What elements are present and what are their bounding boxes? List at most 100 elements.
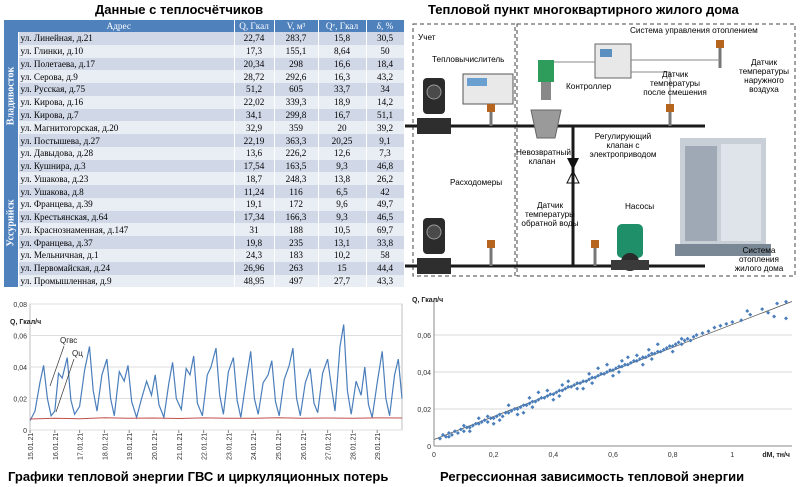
scatter-point: [712, 325, 717, 330]
scatter-point: [640, 362, 645, 367]
x-tick-label: 0,4: [548, 452, 558, 459]
scatter-point: [440, 432, 445, 437]
scatter-point: [497, 412, 502, 417]
scatter-point: [554, 390, 559, 395]
city-cell: Уссурийск: [4, 159, 19, 288]
scatter-point: [596, 366, 601, 371]
table-row: ул. Первомайская, д.24 26,96 263 15 44,4: [4, 261, 405, 275]
regression-scatter-chart: 0 0,02 0,04 0,06 0 0,2 0,4 0,6 0,8 1 Q, Гкал/ч dM, …: [412, 297, 793, 459]
value-cell: 69,7: [366, 223, 405, 237]
scatter-point: [670, 349, 675, 354]
value-cell: 34,1: [234, 108, 275, 122]
value-cell: 9,6: [318, 197, 367, 211]
label-pumps: Насосы: [625, 202, 655, 211]
scatter-point: [605, 370, 610, 374]
scatter-point: [625, 355, 630, 360]
legend-qc: Qц: [72, 349, 83, 358]
table-header-row: Адрес Q, Гкал V, м³ Qᵛ, Гкал δ, %: [4, 20, 405, 32]
value-cell: 20: [318, 121, 367, 135]
value-cell: 166,3: [274, 210, 319, 224]
scatter-point: [700, 331, 705, 336]
value-cell: 298: [274, 57, 319, 71]
table-row: ул. Серова, д.9 28,72 292,6 16,3 43,2: [4, 70, 405, 84]
check-valve: [566, 158, 580, 184]
heat-calculator-screen: [467, 78, 487, 86]
value-cell: 17,3: [234, 44, 275, 58]
header-q: Q, Гкал: [234, 20, 275, 32]
table-row: ул. Полетаева, д.17 20,34 298 16,6 18,4: [4, 57, 405, 71]
scatter-point: [664, 345, 669, 350]
scatter-point: [646, 347, 651, 352]
scatter-point: [461, 429, 466, 434]
x-tick-label: 16.01.21: [53, 433, 60, 460]
address-cell: ул. Краснознаменная, д.147: [18, 223, 235, 237]
address-cell: ул. Кушнира, д.3: [18, 159, 235, 173]
y-tick-label: 0,04: [417, 370, 431, 377]
scatter-point: [652, 351, 657, 356]
value-cell: 363,3: [274, 134, 319, 147]
y-tick-label: 0,02: [13, 397, 27, 404]
scatter-point: [730, 320, 735, 325]
scatter-point: [616, 364, 621, 369]
scatter-point: [619, 358, 624, 363]
scatter-point: [587, 371, 592, 376]
wire-mix: [631, 71, 671, 104]
value-cell: 26,96: [234, 261, 275, 275]
header-delta: δ, %: [366, 20, 405, 32]
scatter-point: [670, 344, 675, 349]
value-cell: 17,34: [234, 210, 275, 224]
x-tick-label: 29.01.21: [375, 433, 382, 460]
controller-device: [594, 43, 632, 79]
value-cell: 226,2: [274, 146, 319, 160]
control-valve: [530, 60, 562, 139]
value-cell: 14,2: [366, 95, 405, 109]
scatter-point: [745, 308, 750, 313]
outdoor-temp-sensor: [716, 40, 724, 68]
label-account: Учет: [418, 33, 436, 42]
legend-qgvs: Qгвс: [60, 336, 77, 345]
scatter-point: [452, 429, 457, 434]
scatter-point: [694, 333, 699, 337]
scatter-point: [551, 392, 556, 397]
y-axis-label: Q, Гкал/ч: [412, 297, 443, 304]
scatter-point: [512, 407, 517, 411]
scatter-point: [467, 429, 472, 434]
scatter-point: [724, 321, 729, 326]
scatter-point: [563, 386, 568, 391]
value-cell: 51,2: [234, 83, 275, 96]
scatter-point: [503, 410, 508, 415]
x-tick-label: 28.01.21: [350, 433, 357, 460]
scatter-point: [467, 425, 472, 430]
value-cell: 26,2: [366, 172, 405, 186]
table-row: ул. Давыдова, д.28 13,6 226,2 12,6 7,3: [4, 146, 405, 160]
scatter-point: [578, 381, 583, 386]
scatter-point: [634, 353, 639, 358]
heat-meter-table: Адрес Q, Гкал V, м³ Qᵛ, Гкал δ, % Владив…: [4, 20, 405, 288]
scatter-point: [605, 362, 610, 367]
scatter-point: [521, 403, 526, 408]
address-cell: ул. Серова, д.9: [18, 70, 235, 84]
table-title: Данные с теплосчётчиков: [95, 2, 264, 17]
scatter-point: [611, 373, 615, 378]
scatter-point: [458, 427, 463, 432]
x-tick-label: 18.01.21: [102, 433, 109, 460]
x-tick-label: 19.01.21: [127, 433, 134, 460]
y-axis-label: Q, Гкал/ч: [10, 319, 41, 326]
scatter-point: [760, 307, 765, 312]
scatter-point: [506, 403, 511, 408]
scatter-point: [446, 434, 451, 439]
y-tick-label: 0,04: [13, 365, 27, 372]
return-temp-sensor-2: [591, 240, 599, 266]
scatter-point: [515, 412, 520, 417]
table-row: Владивосток ул. Линейная, д.21 22,74 283,7 1…: [4, 32, 405, 160]
scatter-point: [655, 342, 660, 347]
scatter-point: [637, 357, 642, 362]
label-controller: Контроллер: [566, 82, 612, 91]
address-cell: ул. Линейная, д.21: [18, 32, 235, 45]
scatter-point: [521, 410, 526, 415]
table-row: Уссурийск ул. Кушнира, д.3 17,54 163,5 9,3 46…: [4, 159, 405, 288]
scatter-point: [772, 314, 777, 319]
scatter-point: [557, 388, 562, 393]
scatter-point: [494, 414, 499, 419]
scatter-point: [551, 397, 556, 402]
